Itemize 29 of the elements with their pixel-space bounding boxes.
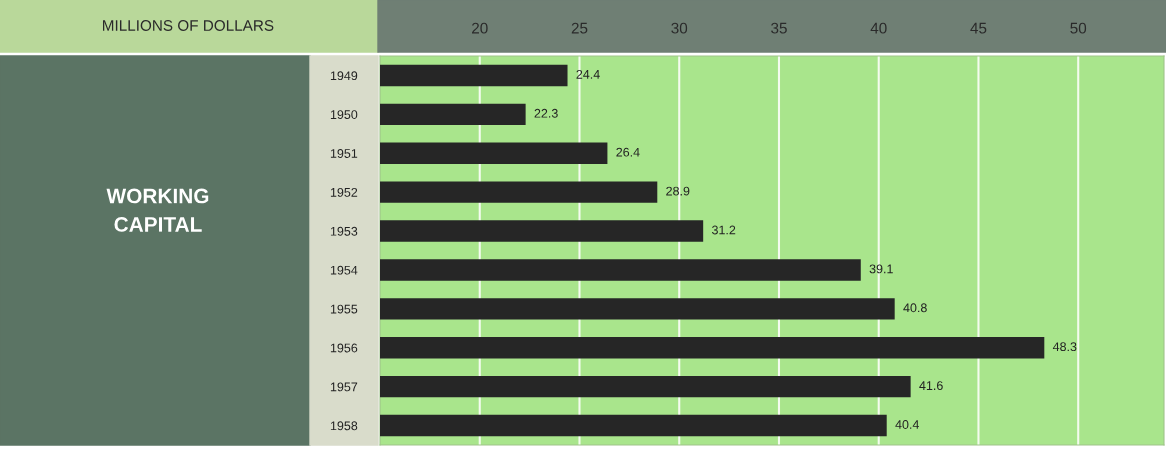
y-tick-label: 1957 [330,382,358,392]
x-tick-label: 25 [571,22,588,34]
data-label: 40.4 [895,420,919,429]
x-tick-label: 40 [870,22,887,34]
y-tick-label: 1954 [330,265,358,275]
y-tick-label: 1952 [330,187,358,197]
data-label: 24.4 [576,69,600,79]
data-label: 41.6 [919,381,943,391]
data-label: 39.1 [869,264,893,274]
y-tick-label: 1958 [330,421,358,431]
data-label: 31.2 [711,225,736,235]
x-axis-title: MILLIONS OF DOLLARS [103,20,274,31]
data-label: 22.3 [534,108,558,118]
x-tick-label: 35 [771,22,787,34]
y-tick-label: 1949 [330,71,358,81]
y-tick-label: 1955 [330,304,358,314]
y-tick-label: 1953 [330,226,358,236]
x-tick-label: 50 [1070,22,1087,34]
y-tick-label: 1951 [330,149,358,158]
x-tick-label: 20 [472,22,488,34]
text: WORKING CAPITAL [106,188,209,232]
y-tick-label: 1956 [330,343,358,353]
y-tick-label: 1950 [330,110,358,119]
x-tick-label: 45 [970,22,987,34]
x-tick-label: 30 [671,22,688,34]
data-label: 40.8 [903,303,927,313]
data-label: 28.9 [666,186,690,196]
data-label: 48.3 [1052,342,1077,352]
data-label: 26.4 [616,147,640,157]
